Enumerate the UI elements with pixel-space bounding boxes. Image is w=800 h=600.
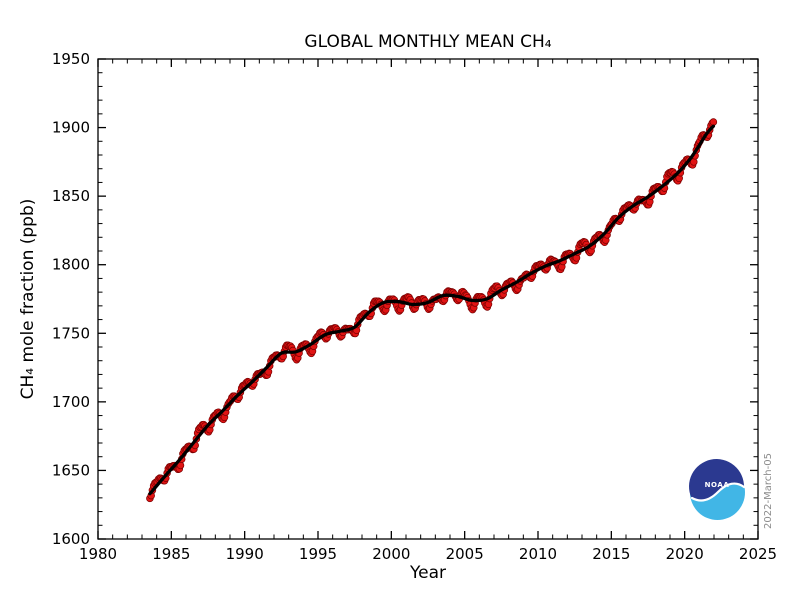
x-tick-label: 2015: [592, 545, 630, 563]
seagull-icon: [690, 482, 746, 502]
y-tick-label: 1650: [52, 461, 90, 479]
y-axis-label: CH₄ mole fraction (ppb): [18, 199, 38, 400]
noaa-logo-sky: [689, 459, 745, 501]
date-stamp: 2022-March-05: [763, 453, 774, 529]
x-tick-label: 1980: [79, 545, 117, 563]
x-tick-label: 2010: [519, 545, 557, 563]
plot-frame: [97, 58, 759, 540]
x-tick-label: 1985: [152, 545, 190, 563]
y-tick-label: 1600: [52, 530, 90, 548]
x-tick-label: 2025: [739, 545, 777, 563]
x-tick-label: 1995: [299, 545, 337, 563]
x-tick-label: 2020: [666, 545, 704, 563]
y-tick-label: 1750: [52, 324, 90, 342]
x-tick-label: 2000: [372, 545, 410, 563]
y-tick-label: 1850: [52, 187, 90, 205]
y-tick-label: 1800: [52, 256, 90, 274]
y-tick-label: 1950: [52, 50, 90, 68]
noaa-logo-text: NOAA: [705, 481, 730, 489]
x-tick-label: 2005: [446, 545, 484, 563]
data-series: [146, 118, 718, 503]
axis-ticks: [97, 58, 759, 540]
monthly-point: [709, 118, 718, 126]
y-tick-label: 1700: [52, 393, 90, 411]
x-tick-label: 1990: [226, 545, 264, 563]
axis-tick-labels: 1980 1985 1990 1995 2000 2005 2010 2015 2020 2025…: [52, 50, 777, 563]
noaa-logo: NOAA: [689, 459, 746, 520]
chart-title: GLOBAL MONTHLY MEAN CH₄: [304, 32, 551, 52]
y-tick-label: 1900: [52, 119, 90, 137]
x-axis-label: Year: [409, 563, 446, 583]
trend-line: [148, 124, 716, 496]
